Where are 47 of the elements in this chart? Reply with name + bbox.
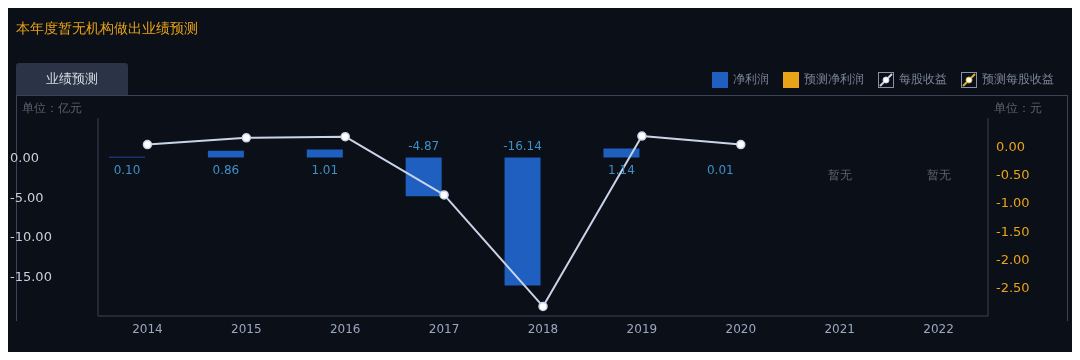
point (439, 190, 449, 200)
data-label: 0.86 (212, 162, 240, 177)
legend-label: 预测净利润 (804, 71, 864, 88)
point (340, 131, 350, 142)
y-axis-title: 单位：亿元 (22, 100, 82, 117)
annotation: 暂无 (827, 167, 852, 182)
point (142, 139, 153, 150)
y-tick-label: -5.00 (10, 189, 44, 205)
data-label: -4.87 (408, 139, 440, 154)
bar (405, 157, 442, 197)
annotation: 暂无 (926, 167, 951, 182)
y2-tick-label: -0.50 (996, 167, 1030, 183)
bar (603, 148, 640, 158)
x-tick-label: 2019 (626, 321, 658, 336)
x-tick-label: 2015 (231, 321, 262, 336)
y2-tick-label: -2.50 (996, 280, 1030, 296)
point (637, 131, 647, 141)
y2-axis-title: 单位：元 (994, 100, 1042, 117)
y2-tick-label: -2.00 (996, 252, 1030, 268)
bar (306, 149, 343, 158)
x-tick-label: 2021 (824, 321, 855, 336)
legend-label: 每股收益 (899, 71, 947, 88)
data-label: 0.01 (706, 162, 734, 177)
data-label: 0.10 (113, 162, 141, 177)
legend-label: 预测每股收益 (982, 71, 1054, 88)
point (736, 139, 746, 150)
y-tick-label: -10.00 (10, 229, 52, 245)
bar (504, 157, 541, 286)
y-tick-label: -15.00 (10, 269, 52, 285)
x-tick-label: 2017 (428, 321, 460, 336)
point (241, 133, 252, 143)
chart-title: 本年度暂无机构做出业绩预测 (16, 20, 198, 38)
chart-subtitle: 业绩预测 (16, 63, 128, 95)
bar (207, 150, 244, 158)
legend-label: 净利润 (733, 71, 769, 88)
x-tick-label: 2016 (329, 321, 361, 336)
x-tick-label: 2020 (725, 321, 757, 336)
point (538, 301, 548, 312)
x-tick-label: 2018 (527, 321, 559, 336)
x-tick-label: 2022 (923, 321, 954, 336)
data-label: -16.14 (503, 139, 542, 154)
data-label: 1.01 (311, 162, 339, 177)
x-tick-label: 2014 (132, 321, 163, 336)
y-tick-label: 0.00 (10, 150, 39, 166)
y2-tick-label: -1.00 (996, 195, 1030, 211)
y2-tick-label: 0.00 (996, 138, 1025, 154)
y2-tick-label: -1.50 (996, 223, 1030, 239)
